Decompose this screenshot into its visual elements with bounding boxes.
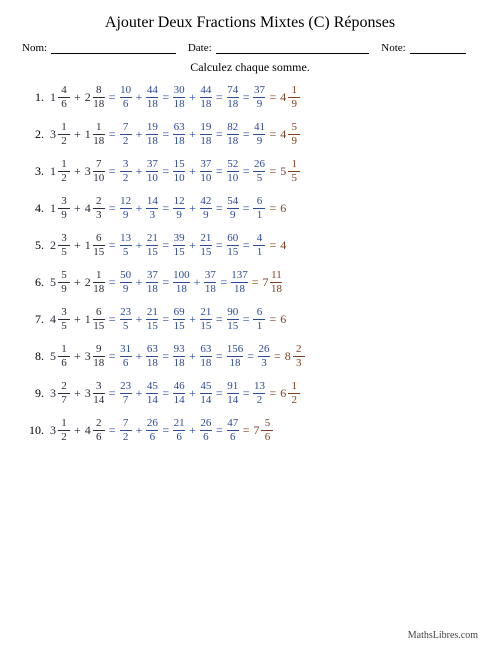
problem-row: 5.235+1615=135+2115=3915+2115=6015=41=4	[22, 233, 478, 258]
problem-number: 3.	[22, 164, 44, 179]
problem-number: 9.	[22, 386, 44, 401]
line-date	[216, 43, 370, 54]
problem-number: 5.	[22, 238, 44, 253]
problem-number: 10.	[22, 423, 44, 438]
problem-number: 6.	[22, 275, 44, 290]
page-title: Ajouter Deux Fractions Mixtes (C) Répons…	[22, 14, 478, 32]
problem-row: 1.146+2818=106+4418=3018+4418=7418=379=4…	[22, 85, 478, 110]
line-nom	[51, 43, 176, 54]
instructions: Calculez chaque somme.	[22, 60, 478, 75]
problem-number: 7.	[22, 312, 44, 327]
label-date: Date:	[188, 42, 212, 54]
meta-row: Nom: Date: Note:	[22, 42, 478, 54]
problem-row: 3.112+3710=32+3710=1510+3710=5210=265=51…	[22, 159, 478, 184]
problem-number: 1.	[22, 90, 44, 105]
problem-number: 8.	[22, 349, 44, 364]
footer: MathsLibres.com	[408, 630, 478, 641]
line-note	[410, 43, 466, 54]
problem-row: 2.312+1118=72+1918=6318+1918=8218=419=45…	[22, 122, 478, 147]
problem-row: 7.435+1615=235+2115=6915+2115=9015=61=6	[22, 307, 478, 332]
problem-row: 8.516+3918=316+6318=9318+6318=15618=263=…	[22, 344, 478, 369]
problem-row: 4.139+423=129+143=129+429=549=61=6	[22, 196, 478, 221]
problem-number: 4.	[22, 201, 44, 216]
problem-row: 9.327+3314=237+4514=4614+4514=9114=132=6…	[22, 381, 478, 406]
label-nom: Nom:	[22, 42, 47, 54]
problem-row: 6.559+2118=509+3718=10018+3718=13718=711…	[22, 270, 478, 295]
problems-list: 1.146+2818=106+4418=3018+4418=7418=379=4…	[22, 85, 478, 443]
label-note: Note:	[381, 42, 405, 54]
problem-number: 2.	[22, 127, 44, 142]
problem-row: 10.312+426=72+266=216+266=476=756	[22, 418, 478, 443]
